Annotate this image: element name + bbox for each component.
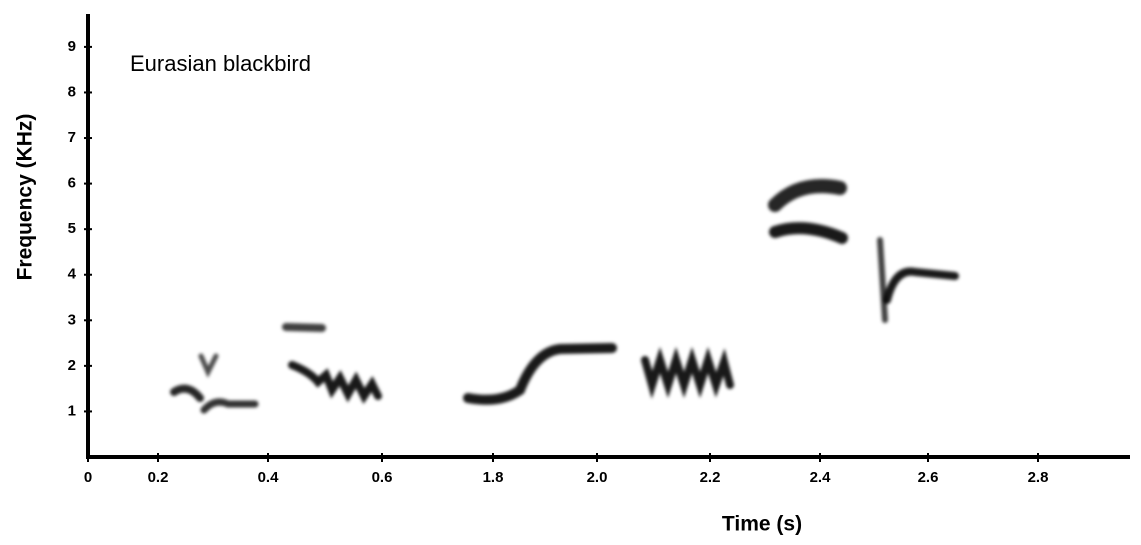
x-tick-label: 0 <box>84 469 92 486</box>
x-tick-label: 2.0 <box>587 469 608 486</box>
x-tick-label: 0.2 <box>148 469 169 486</box>
y-axis-label: Frequency (KHz) <box>14 114 37 281</box>
y-tick-label: 7 <box>68 129 76 146</box>
y-tick-label: 6 <box>68 175 76 192</box>
y-tick-label: 1 <box>68 402 76 419</box>
x-tick-label: 2.8 <box>1028 469 1049 486</box>
y-tick-label: 5 <box>68 220 76 237</box>
chart-title: Eurasian blackbird <box>130 51 311 76</box>
x-axis-label: Time (s) <box>722 513 802 536</box>
y-tick-label: 4 <box>68 266 77 283</box>
x-tick-label: 2.6 <box>918 469 939 486</box>
x-tick-label: 0.6 <box>372 469 393 486</box>
y-tick-label: 3 <box>68 311 76 328</box>
x-tick-label: 0.4 <box>258 469 280 486</box>
x-tick-label: 2.2 <box>700 469 721 486</box>
x-tick-label: 2.4 <box>810 469 832 486</box>
y-tick-label: 9 <box>68 38 76 55</box>
y-tick-label: 8 <box>68 83 76 100</box>
y-tick-label: 2 <box>68 357 76 374</box>
x-tick-label: 1.8 <box>483 469 504 486</box>
spectrogram-traces <box>170 179 959 414</box>
